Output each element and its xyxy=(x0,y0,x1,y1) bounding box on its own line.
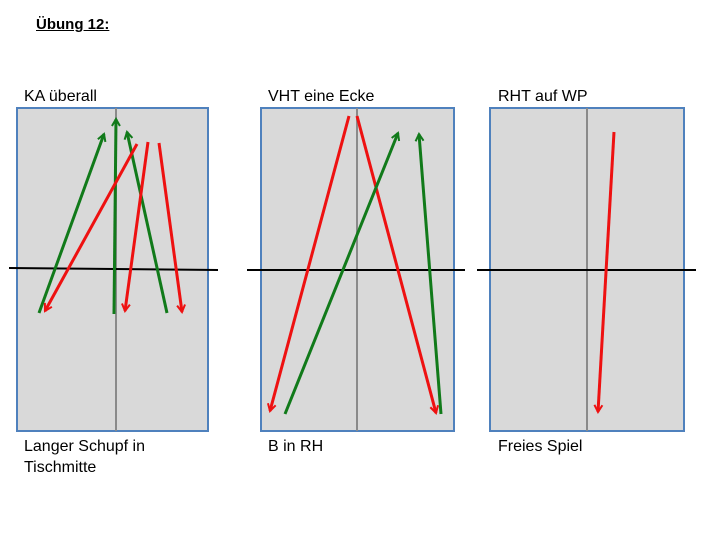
panel-1-caption: Langer Schupf in Tischmitte xyxy=(24,436,145,478)
panel-2-title: VHT eine Ecke xyxy=(268,88,375,105)
table-panel-3 xyxy=(477,107,696,432)
arrow-green xyxy=(419,134,443,415)
table-panel-2 xyxy=(247,107,465,432)
arrow-green xyxy=(114,119,116,315)
arrow-red xyxy=(125,141,150,311)
panel-3-caption: Freies Spiel xyxy=(498,438,583,455)
arrow-green xyxy=(127,132,169,314)
panel-1-caption-line-2: Tischmitte xyxy=(24,459,97,476)
exercise-heading: Übung 12: xyxy=(36,16,110,33)
arrow-red xyxy=(355,115,436,413)
table-panel-1 xyxy=(8,107,219,432)
arrow-red xyxy=(270,115,351,411)
arrow-red xyxy=(43,143,139,311)
panel-2-caption: B in RH xyxy=(268,438,324,455)
arrow-green xyxy=(283,133,398,415)
panel-1-title: KA überall xyxy=(24,88,97,105)
panel-1-caption-line-1: Langer Schupf in xyxy=(24,438,145,455)
arrow-green xyxy=(37,134,104,314)
panel-3-title: RHT auf WP xyxy=(498,88,588,105)
arrow-red xyxy=(157,142,182,312)
arrow-red xyxy=(598,131,616,412)
